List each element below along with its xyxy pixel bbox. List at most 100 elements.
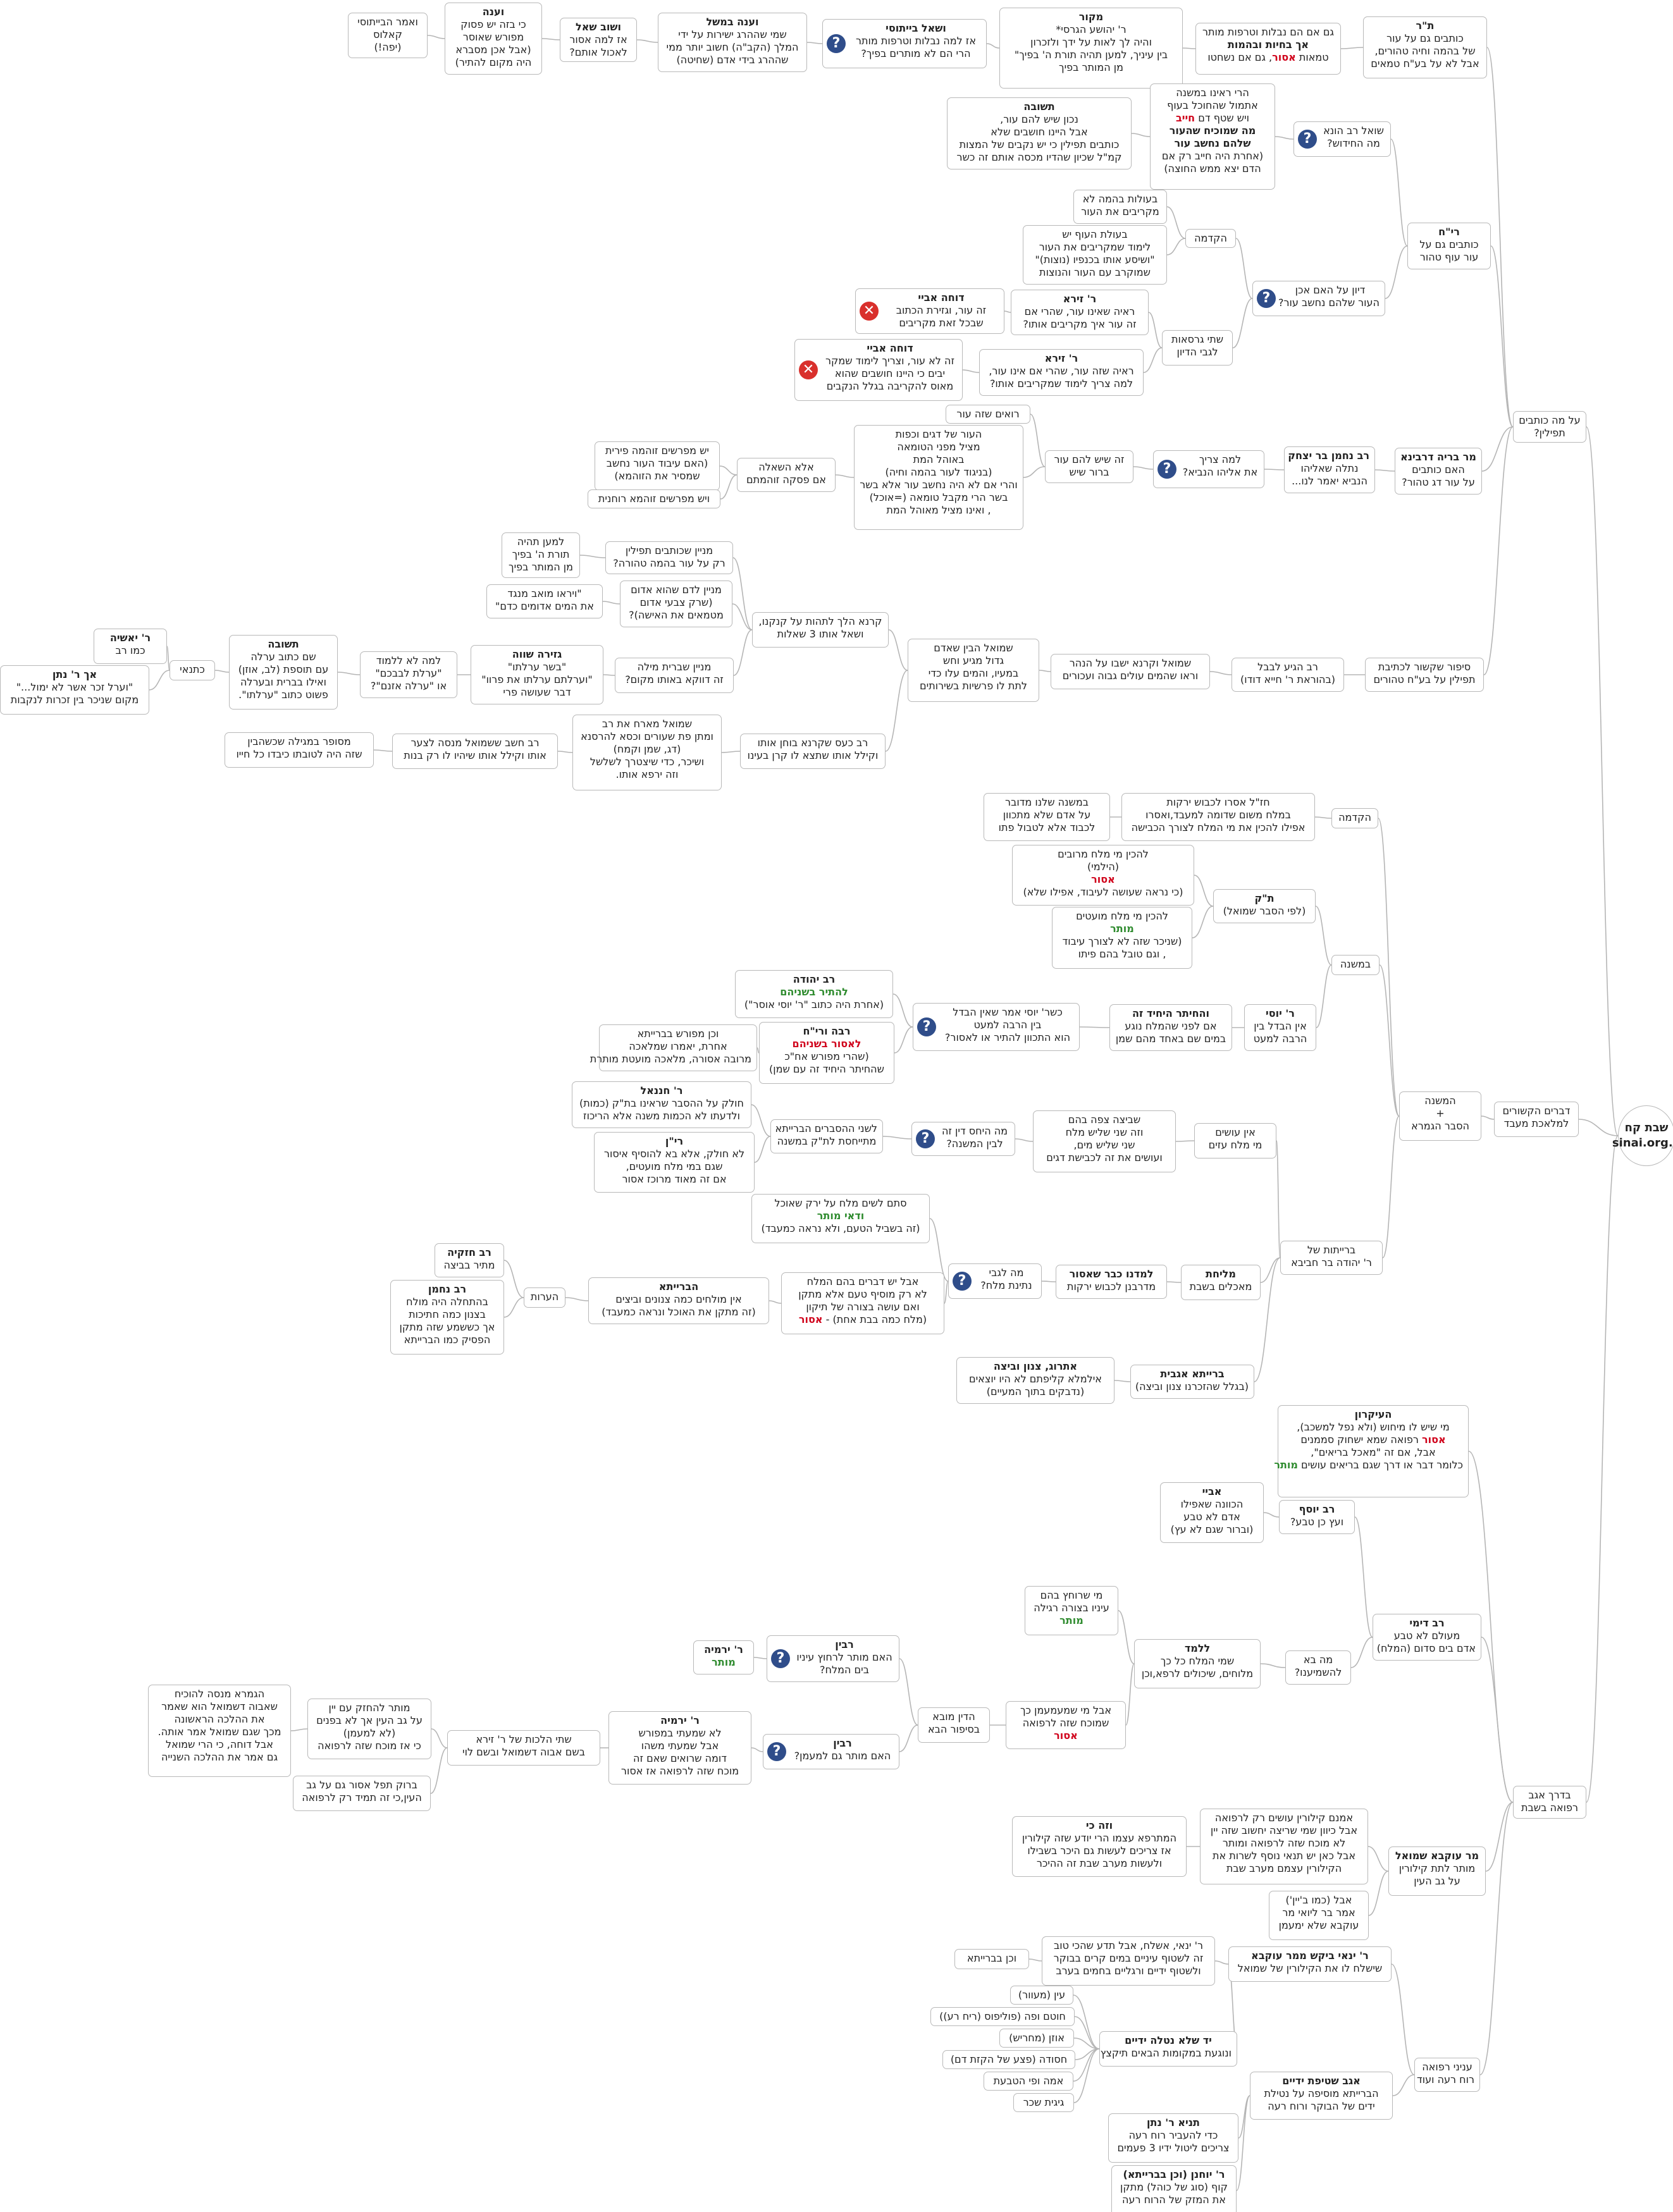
node-g35[interactable]: ר' יוחנן (וכן בברייתא) קוף (סוג של כוהל) … bbox=[1111, 2165, 1237, 2212]
node-g13[interactable]: ר' ירמיה לא שמעתי במפורש אבל שמעתי משהו דומ… bbox=[608, 1711, 751, 1785]
node-d5[interactable]: רואים שזה עור bbox=[946, 405, 1030, 424]
node-c7[interactable]: בעולות בהמה לא מקריבים את העור bbox=[1073, 190, 1167, 224]
node-e8[interactable]: למען תהיה תורת ה' בפיך מן המותר בפיך bbox=[502, 532, 580, 578]
node-e2[interactable]: רב הגיע לבבל (בהוראת ר' חייא דודו) bbox=[1232, 658, 1344, 692]
node-a2[interactable]: על מה כותבים תפילין? bbox=[1513, 411, 1586, 443]
node-g33[interactable]: אגב שטיפת ידיים הברייתא מוסיפה על נטילת יד… bbox=[1250, 2072, 1393, 2120]
node-g10[interactable]: רבין האם מותר לרחוץ עיניו בים המלח?? bbox=[767, 1635, 899, 1682]
node-c10[interactable]: ר' זירא ראיה שאינו עור, שהרי אם זה עור איך… bbox=[1011, 290, 1149, 335]
node-c12[interactable]: ר' זירא ראיה שזה עור, שהרי אם אינו עור, למ… bbox=[979, 349, 1144, 396]
node-g9[interactable]: הדין מובא בסיפור הבא bbox=[918, 1707, 990, 1743]
node-g8[interactable]: אבל מי שמעמעמן כך שמוכח שזה לרפואה אסור bbox=[1006, 1701, 1126, 1749]
node-g5[interactable]: מה בא להשמיענו? bbox=[1285, 1650, 1351, 1685]
node-f30[interactable]: רב נחמן בהתחלה היה מולח בצנון כמה חתיכות אך… bbox=[390, 1280, 504, 1355]
node-g32[interactable]: גיגית שכר bbox=[1013, 2093, 1074, 2112]
node-g6[interactable]: ללמד שמי המלח כל כך מלוחים, שיכולים לרפא,ו… bbox=[1134, 1639, 1261, 1688]
node-g31[interactable]: אמה ופי הטבעת bbox=[984, 2072, 1073, 2091]
node-g11[interactable]: ר' ירמיה מותר bbox=[693, 1640, 754, 1674]
node-g23[interactable]: ר' ינאי ביקש ממר עוקבא שישלח לו את הקילור… bbox=[1228, 1946, 1392, 1982]
node-g28[interactable]: חוטם ופה (פוליפוס (ריח רע)) bbox=[930, 2007, 1075, 2026]
node-b5[interactable]: וענה במשל שמי שההרג ישירות על ידי המלך (הק… bbox=[658, 13, 807, 72]
node-d7[interactable]: אלא השאלה אם פסקה זוהמתם bbox=[737, 458, 836, 492]
node-f29[interactable]: רב חזקיה מתיר בביצה bbox=[435, 1243, 504, 1277]
node-f11[interactable]: כשר' יוסי אמר שאין הבדל בין הרבה למעט הוא … bbox=[913, 1003, 1080, 1051]
node-b3[interactable]: מקור ר' יהושע הגרסי* והיה לך לאות על ידך ו… bbox=[999, 8, 1183, 89]
node-c2[interactable]: שואל רב הונא מה החידוש?? bbox=[1293, 121, 1391, 157]
node-f10[interactable]: והחיתר היחיד זה אם לפני שהמלח נוגע במים שם… bbox=[1109, 1004, 1232, 1051]
node-e3[interactable]: שמואל וקרנא ישבו על הנהר וראו שהמים עולים… bbox=[1051, 654, 1210, 689]
node-c6[interactable]: הקדמה bbox=[1185, 229, 1236, 248]
node-e16[interactable]: ר' יאשיה כמו רב bbox=[94, 629, 167, 664]
node-g24[interactable]: ר' ינאי, אשלח, אבל תדע שהכי טוב זה לשטוף … bbox=[1042, 1936, 1215, 1986]
node-f18[interactable]: לשני ההסברים הברייתא מתייחסת לת"ק במשנה bbox=[770, 1119, 883, 1153]
node-g4[interactable]: רב דימי מעולם לא טבע אדם בים סדום (המלח) bbox=[1373, 1614, 1481, 1661]
node-c9[interactable]: שתי גרסאות לגבי הדיון bbox=[1162, 330, 1233, 366]
node-f26[interactable]: אבל יש דברים בהם המלח לא רק מוסיף טעם אלא… bbox=[781, 1272, 944, 1334]
node-g1[interactable]: העיקרון מי שיש לו מיחוש (ולא נפל למשכב), א… bbox=[1274, 1405, 1469, 1497]
node-d4[interactable]: זה שיש להם עור ברור שיש bbox=[1045, 450, 1133, 483]
node-e4[interactable]: שמואל הבין שאדם גדול מגיע וחש במעיו, והמים… bbox=[908, 639, 1039, 702]
node-c13[interactable]: דוחה אביי זה לא עור, וצריך לימוד שמקר יבים… bbox=[794, 339, 963, 401]
node-d3[interactable]: למה צריך את אליהו הנביא?? bbox=[1153, 450, 1264, 488]
node-e17[interactable]: אך ר' נתן "וערל זכר אשר לא ימול..." מקום ש… bbox=[0, 665, 149, 715]
node-c3[interactable]: הרי ראינו במשנה אתמול שהחוכל בעוף ויש שטף … bbox=[1150, 83, 1275, 190]
node-f4[interactable]: במשנה שלנו מדובר על אדם שלא מתכוון לכבוד א… bbox=[984, 793, 1110, 841]
node-c11[interactable]: דוחה אביי זה עור, וגזירת הכתוב שבכל זאת מק… bbox=[855, 288, 1004, 334]
node-e10[interactable]: "ויראו מואב מנגד את המים אדומים כדם" bbox=[486, 584, 603, 618]
node-f7[interactable]: להכין מי מלח מרובים (הילמי) אסור (כי נראה ש… bbox=[1012, 845, 1194, 906]
node-g27[interactable]: עין (מעוור) bbox=[1010, 1986, 1073, 2005]
node-f1[interactable]: המשנה + הסבר הגמרא bbox=[1399, 1091, 1481, 1141]
node-a3[interactable]: בדרך אגב רפואה בשבת bbox=[1513, 1786, 1586, 1819]
node-f12[interactable]: רב יהודה להתיר בשניהם (אחרת היה כתוב "ר' י… bbox=[735, 970, 893, 1018]
node-c5[interactable]: דיון על האם אכן העור שלהם נחשב עור?? bbox=[1252, 281, 1385, 316]
node-d8[interactable]: יש מפרשים זוהמה פירית (האם עיבוד העור נחש… bbox=[595, 441, 720, 491]
node-f21[interactable]: ברייתות של ר' יהודה בר חביבא bbox=[1280, 1241, 1383, 1275]
node-root[interactable]: שבת קח sinai.org.il bbox=[1612, 1105, 1673, 1166]
node-g16[interactable]: הגמרא מנסה להוכיח שאבוה דשמואל הוא שאמר את… bbox=[148, 1685, 291, 1777]
node-f15[interactable]: אין עושים מי מלח עזים bbox=[1194, 1123, 1276, 1158]
node-b1[interactable]: ת"ר כותבים גם על עור של בהמה וחיה טהורים, א… bbox=[1363, 16, 1487, 78]
node-d6[interactable]: העור של דגים וכפות מציל מפני הטומאה באוהל … bbox=[854, 425, 1023, 530]
node-e7[interactable]: מניין שכותבים תפילין רק על עור בהמה טהורה… bbox=[605, 541, 733, 574]
node-f3[interactable]: חז"ל אסרו לכבוש ירקות במלח משום שדומה למע… bbox=[1121, 793, 1315, 841]
node-g29[interactable]: אוזן (מחריש) bbox=[999, 2029, 1074, 2048]
node-d1[interactable]: מר בריה דרבינא האם כותבים על עור דג טהור? bbox=[1395, 448, 1482, 495]
node-f24[interactable]: מה לגבי נתינת מלח?? bbox=[948, 1263, 1042, 1299]
node-f5[interactable]: במשנה bbox=[1331, 955, 1380, 975]
node-g21[interactable]: אבל (כמו ב'יין') אמר בר ליואי מר עוקבא שלא… bbox=[1269, 1891, 1369, 1940]
node-e13[interactable]: למה לא ללמוד "ערלת לבבכם" או "ערלה אזנם"? bbox=[360, 651, 457, 698]
node-f19[interactable]: ר' חננאל חולק על ההסבר שראינו בת"ק (כמות)… bbox=[572, 1081, 751, 1128]
node-e19[interactable]: רב חשב ששמואל מנסה לצער אותו וקילל אותו ש… bbox=[392, 734, 558, 769]
node-g2[interactable]: רב יוסף ועץ כן טבע? bbox=[1279, 1500, 1355, 1534]
node-g18[interactable]: מר עוקבא שמואל מותר לתת קילורין על גב העין bbox=[1388, 1846, 1486, 1896]
node-f2[interactable]: הקדמה bbox=[1331, 808, 1378, 828]
node-c4[interactable]: תשובה נכון שיש להם עור, אבל היינו חושבים ש… bbox=[947, 97, 1132, 169]
node-e20[interactable]: מסופר במגילה שכשהבין שזה היה לטובתו כיבדו… bbox=[225, 732, 374, 768]
node-g19[interactable]: אמנם קילורין עושים רק לרפואה אבל כיוון שמ… bbox=[1200, 1809, 1368, 1884]
node-f23[interactable]: למדנו כבר שאסור מדרבנן לכבוש ירקות bbox=[1056, 1265, 1167, 1299]
node-e12[interactable]: גזירה שווה "בשר ערלתו" "וערלתם ערלתו את פר… bbox=[471, 645, 603, 704]
node-g20[interactable]: וזה כי המתרפא עצמו הרי יודע שזה קילורין אז… bbox=[1012, 1816, 1187, 1877]
node-g12[interactable]: רבין האם מותר גם למעמן?? bbox=[763, 1734, 899, 1769]
node-e5[interactable]: קרנא הלך לתהות על קנקנו, ושאל אותו 3 שאלו… bbox=[752, 612, 889, 648]
node-f28[interactable]: הערות bbox=[524, 1287, 565, 1308]
node-e14[interactable]: תשובה שם כתוב ערלה עם תוספת (לב, אוזן) ואיל… bbox=[229, 635, 338, 710]
node-f8[interactable]: להכין מי מלח מועטים מותר (שניכר שזה לא לצו… bbox=[1052, 907, 1192, 969]
node-d2[interactable]: רב נחמן בר יצחק נתלה שאליהו הנביא יאמר לנו… bbox=[1284, 446, 1375, 493]
node-f31[interactable]: ברייתא אגבית (בגלל שהזכרנו צנון וביצה) bbox=[1130, 1365, 1254, 1399]
node-g26[interactable]: יד שלא נטלה ידיים ונוגעת במקומות הבאים תי… bbox=[1099, 2031, 1237, 2067]
node-d9[interactable]: ויש מפרשים זוהמא רוחנית bbox=[588, 489, 720, 508]
node-f16[interactable]: שביצה צפה בהם וזה שני שליש מלח שני שליש מי… bbox=[1033, 1110, 1176, 1172]
node-f32[interactable]: אתרוג, צנון וביצה אילמלא קליפתם לא היו יו… bbox=[956, 1357, 1114, 1404]
node-g34[interactable]: תניא ר' נתן כדי להעביר רוח רעה צריכים ליטו… bbox=[1108, 2113, 1238, 2163]
node-f17[interactable]: מה היחס דין זה לבין המשנה?? bbox=[911, 1122, 1015, 1156]
node-g7[interactable]: מי שרוחץ בהם עיניו בצורה רגילה מותר bbox=[1025, 1586, 1118, 1635]
node-f27[interactable]: הברייתא אין מולחים כמה צנונים וביצים (זה מ… bbox=[588, 1277, 769, 1324]
node-g3[interactable]: אביי הכוונה שאפילו אדם לא טבע (וברור שגם לא… bbox=[1160, 1482, 1264, 1543]
node-b7[interactable]: וענה כי בזה יש פסוק מפורש שאוסר (אבל אכן מס… bbox=[445, 3, 542, 75]
node-b2[interactable]: גם אם הם נבלות וטרפות מותר אך בחיות ובהמו… bbox=[1195, 23, 1341, 75]
node-f22[interactable]: מליחת מאכלים בשבת bbox=[1181, 1265, 1261, 1300]
node-g17[interactable]: ברוק תפל אסור גם על גב העין,כי זה תמיד רק… bbox=[293, 1776, 431, 1811]
node-c1[interactable]: רי"ח כותבים גם על עור עוף טהור bbox=[1407, 223, 1491, 269]
node-f6[interactable]: ת"ק (לפי הסבר שמואל) bbox=[1213, 889, 1316, 923]
